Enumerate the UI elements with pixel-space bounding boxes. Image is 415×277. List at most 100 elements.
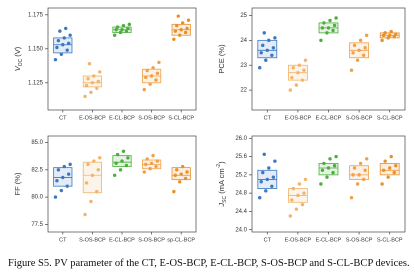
data-point bbox=[361, 177, 366, 182]
y-axis-label-part: J bbox=[217, 203, 226, 208]
data-point bbox=[98, 70, 102, 74]
x-tick-label: E-CL-BCP bbox=[316, 115, 342, 121]
y-axis-label-part: (V) bbox=[13, 46, 22, 59]
data-point bbox=[185, 26, 189, 31]
y-axis-label: PCE (%) bbox=[217, 44, 226, 74]
x-tick-label: CT bbox=[264, 115, 272, 121]
data-point bbox=[363, 46, 367, 50]
data-point bbox=[258, 196, 262, 200]
data-point bbox=[264, 189, 268, 193]
data-point bbox=[151, 66, 155, 70]
data-point bbox=[273, 159, 277, 163]
data-point bbox=[115, 25, 120, 29]
data-point bbox=[267, 38, 271, 43]
data-point bbox=[95, 86, 99, 90]
data-point bbox=[383, 159, 387, 163]
data-point bbox=[61, 43, 65, 47]
data-point bbox=[273, 36, 277, 40]
x-tick-label: E-OS-BCP bbox=[285, 237, 312, 243]
data-point bbox=[62, 36, 66, 40]
x-tick-label: S-CL-BCP bbox=[377, 115, 403, 121]
data-point bbox=[325, 175, 329, 179]
data-point bbox=[66, 41, 71, 46]
data-point bbox=[288, 214, 293, 218]
caption: Figure S5. PV parameter of the CT, E-OS-… bbox=[8, 258, 410, 269]
x-tick-label: S-OS-BCP bbox=[346, 115, 373, 121]
data-point bbox=[259, 180, 263, 184]
data-point bbox=[357, 48, 361, 52]
data-point bbox=[358, 161, 363, 166]
data-point bbox=[326, 26, 331, 30]
data-point bbox=[302, 191, 306, 195]
data-point bbox=[155, 159, 160, 163]
y-tick-label: 25.2 bbox=[235, 172, 247, 178]
data-point bbox=[358, 38, 363, 43]
y-tick-label: 25.6 bbox=[235, 154, 247, 160]
data-point bbox=[355, 58, 360, 62]
data-point bbox=[381, 168, 386, 172]
data-point bbox=[302, 68, 306, 72]
y-tick-label: 22 bbox=[240, 88, 247, 94]
box bbox=[82, 161, 102, 194]
data-point bbox=[328, 18, 332, 23]
box bbox=[349, 165, 369, 180]
data-point bbox=[114, 161, 118, 165]
data-point bbox=[96, 168, 100, 172]
data-point bbox=[291, 186, 296, 191]
x-tick-label: S-OS-BCP bbox=[138, 237, 165, 243]
data-point bbox=[394, 32, 398, 36]
data-point bbox=[114, 28, 118, 32]
data-point bbox=[176, 14, 180, 18]
data-point bbox=[180, 164, 185, 169]
x-tick-label: CT bbox=[59, 115, 67, 121]
data-point bbox=[149, 74, 154, 78]
data-point bbox=[361, 53, 366, 57]
data-point bbox=[90, 81, 95, 85]
data-point bbox=[118, 30, 123, 35]
y-tick-label: 82.5 bbox=[31, 167, 43, 173]
data-point bbox=[58, 29, 62, 33]
data-point bbox=[65, 48, 69, 52]
data-point bbox=[349, 68, 354, 72]
data-point bbox=[380, 182, 384, 186]
data-point bbox=[126, 156, 130, 160]
data-point bbox=[392, 34, 396, 39]
x-tick-label: sp-CL-BCP bbox=[167, 237, 195, 243]
data-point bbox=[328, 157, 332, 161]
data-point bbox=[363, 168, 367, 172]
data-point bbox=[90, 173, 95, 177]
data-point bbox=[53, 195, 58, 199]
y-axis-label-part: -2 bbox=[216, 164, 222, 169]
data-point bbox=[320, 26, 325, 30]
data-point bbox=[386, 36, 390, 40]
data-point bbox=[157, 60, 161, 65]
data-point bbox=[175, 168, 179, 172]
data-point bbox=[56, 38, 61, 43]
data-point bbox=[175, 23, 179, 28]
data-point bbox=[261, 43, 265, 48]
data-point bbox=[183, 176, 188, 181]
x-tick-label: S-OS-BCP bbox=[138, 115, 165, 121]
data-point bbox=[389, 154, 393, 159]
data-point bbox=[56, 168, 61, 172]
x-tick-label: E-CL-BCP bbox=[109, 115, 135, 121]
data-point bbox=[303, 58, 308, 62]
y-tick-label: 80.0 bbox=[31, 195, 43, 201]
data-point bbox=[352, 43, 357, 48]
y-axis-label: FF (%) bbox=[13, 172, 22, 195]
data-point bbox=[388, 166, 392, 170]
data-point bbox=[173, 29, 178, 33]
data-point bbox=[142, 170, 146, 174]
y-axis-label-part: V bbox=[13, 65, 22, 71]
data-point bbox=[83, 212, 87, 217]
y-tick-label: 26.0 bbox=[235, 136, 247, 142]
data-point bbox=[98, 156, 102, 160]
data-point bbox=[270, 53, 274, 57]
y-tick-label: 24.0 bbox=[235, 227, 247, 233]
data-point bbox=[61, 175, 65, 180]
data-point bbox=[121, 23, 126, 28]
data-point bbox=[319, 38, 323, 43]
data-point bbox=[383, 31, 387, 35]
x-tick-label: E-OS-BCP bbox=[285, 115, 312, 121]
